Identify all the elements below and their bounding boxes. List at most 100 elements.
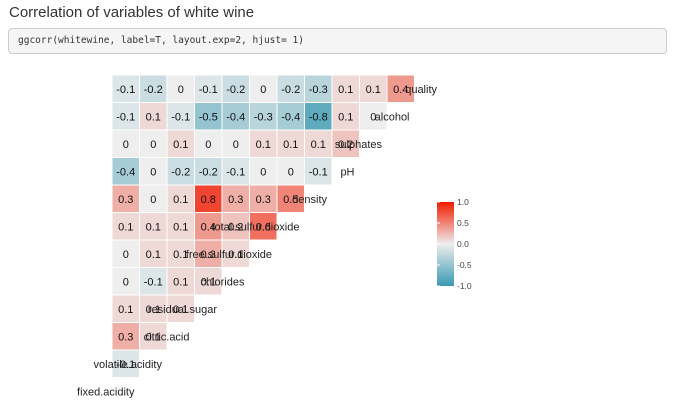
heatmap-cell [195, 130, 222, 157]
cell-value-label: 0.2 [228, 221, 243, 233]
heatmap-cell [250, 213, 277, 240]
heatmap-cell [195, 240, 222, 267]
heatmap-cell [112, 213, 139, 240]
cell-value-label: -0.1 [226, 166, 245, 178]
variable-label: pH [340, 166, 354, 178]
heatmap-cell [140, 240, 167, 267]
cell-value-label: 0.1 [173, 139, 188, 151]
heatmap-cell [250, 158, 277, 185]
heatmap-cell [167, 158, 194, 185]
heatmap-cell [167, 268, 194, 295]
cell-value-label: 0.4 [393, 84, 408, 96]
heatmap-cell [167, 295, 194, 322]
cell-value-label: 0.2 [338, 139, 353, 151]
heatmap-cell [140, 323, 167, 350]
heatmap-cell [112, 185, 139, 212]
heatmap-cell [112, 103, 139, 130]
cell-value-label: 0.1 [173, 276, 188, 288]
cell-value-label: 0.1 [366, 84, 381, 96]
cell-value-label: 0.1 [338, 84, 353, 96]
heatmap-cell [222, 240, 249, 267]
heatmap-cell [167, 75, 194, 102]
heatmap-cell [250, 185, 277, 212]
cell-value-label: 0 [260, 84, 266, 96]
cell-value-label: 0.8 [201, 194, 216, 206]
cell-value-label: 0 [178, 84, 184, 96]
variable-label: chlorides [200, 276, 245, 288]
variable-labels: fixed.acidity volatile.acidity citric.acid… [77, 84, 437, 399]
variable-label: density [292, 194, 327, 206]
heatmap-cell [112, 130, 139, 157]
cell-value-label: 0.1 [118, 221, 133, 233]
variable-label: sulphates [335, 139, 383, 151]
heatmap-cell [222, 130, 249, 157]
cell-value-label: 0 [370, 111, 376, 123]
cell-value-label: -0.1 [144, 276, 163, 288]
code-block: ggcorr(whitewine, label=T, layout.exp=2,… [8, 28, 667, 54]
cell-value-label: 0.3 [118, 331, 133, 343]
page-title: Correlation of variables of white wine [9, 4, 255, 21]
cell-value-label: 0.3 [228, 194, 243, 206]
heatmap-cell [112, 75, 139, 102]
heatmap-cell [222, 158, 249, 185]
heatmap-cell [332, 130, 359, 157]
cell-value-label: 0.1 [338, 111, 353, 123]
heatmap-cell [195, 103, 222, 130]
heatmap-cell [222, 75, 249, 102]
heatmap-cell [305, 75, 332, 102]
variable-label: free.sulfur.dioxide [186, 249, 272, 261]
cell-value-label: -0.1 [171, 111, 190, 123]
heatmap-cell [167, 185, 194, 212]
heatmap-cell [277, 158, 304, 185]
heatmap-cell [112, 158, 139, 185]
heatmap-cell [305, 130, 332, 157]
cell-value-label: 0.4 [201, 221, 216, 233]
heatmap-cell [305, 103, 332, 130]
heatmap-cell [140, 185, 167, 212]
legend-tick-label: 1.0 [457, 197, 469, 207]
variable-label: citric.acid [144, 331, 190, 343]
heatmap-cell [222, 213, 249, 240]
cell-value-label: -0.5 [199, 111, 218, 123]
variable-label: residual.sugar [148, 304, 217, 316]
cell-value-label: 0.1 [146, 111, 161, 123]
heatmap-cell [112, 295, 139, 322]
cell-value-label: -0.2 [199, 166, 218, 178]
cell-value-label: 0.1 [118, 304, 133, 316]
heatmap-cell [167, 240, 194, 267]
heatmap-cell [140, 75, 167, 102]
heatmap-cell [222, 185, 249, 212]
cell-value-label: -0.2 [226, 84, 245, 96]
cell-value-label: 0.1 [146, 249, 161, 261]
cell-value-label: 0 [150, 166, 156, 178]
cell-value-label: 0.1 [173, 194, 188, 206]
heatmap-cell [277, 130, 304, 157]
cell-value-label: -0.1 [309, 166, 328, 178]
cell-value-label: 0.3 [201, 249, 216, 261]
cell-value-label: 0 [150, 194, 156, 206]
cell-value-label: 0.5 [283, 194, 298, 206]
heatmap-cell [360, 75, 387, 102]
heatmap-cell [250, 130, 277, 157]
heatmap-cell [112, 268, 139, 295]
heatmap-cell [250, 75, 277, 102]
cell-value-label: 0.1 [256, 139, 271, 151]
heatmap-cell [277, 75, 304, 102]
heatmap-cell [195, 158, 222, 185]
heatmap-cell [195, 75, 222, 102]
legend-tick-label: 0.0 [457, 239, 469, 249]
cell-value-label: 0.1 [228, 249, 243, 261]
variable-label: total.sulfur.dioxide [211, 221, 299, 233]
heatmap-cell [277, 185, 304, 212]
variable-label: volatile.acidity [94, 359, 163, 371]
cell-value-label: -0.2 [281, 84, 300, 96]
cell-value-label: -0.3 [254, 111, 273, 123]
cell-value-label: 0.1 [283, 139, 298, 151]
heatmap-cell [332, 75, 359, 102]
cell-value-label: 0.1 [311, 139, 326, 151]
cell-value-label: 0 [150, 139, 156, 151]
cell-value-label: 0.6 [256, 221, 271, 233]
cell-value-label: -0.4 [281, 111, 300, 123]
color-legend: 1.0 0.5 0.0 -0.5 -1.0 [437, 197, 472, 291]
